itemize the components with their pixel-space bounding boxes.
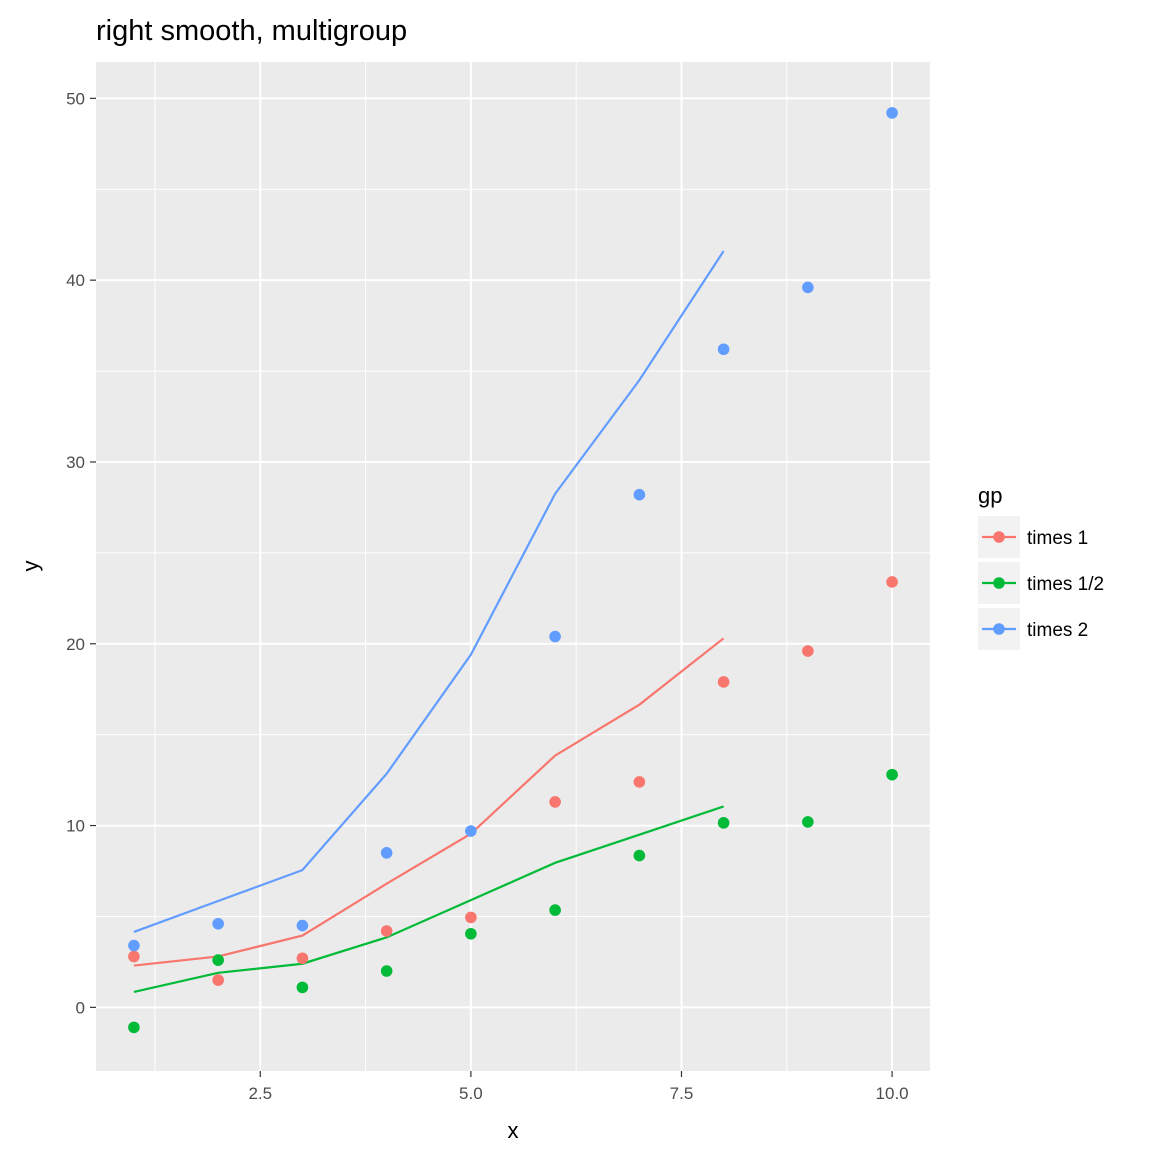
data-points bbox=[128, 107, 898, 1034]
data-point bbox=[128, 950, 140, 963]
chart-title: right smooth, multigroup bbox=[96, 15, 407, 47]
y-axis-title: y bbox=[18, 561, 43, 572]
data-point bbox=[465, 927, 477, 940]
grid-minor bbox=[96, 62, 930, 1071]
data-point bbox=[128, 939, 140, 952]
data-point bbox=[128, 1021, 140, 1034]
data-point bbox=[465, 911, 477, 924]
data-point bbox=[549, 630, 561, 643]
legend-label: times 1 bbox=[1027, 528, 1088, 549]
data-point bbox=[886, 107, 898, 119]
smooth-line bbox=[133, 805, 724, 993]
data-point bbox=[380, 847, 393, 859]
smooth-line bbox=[133, 250, 725, 933]
data-point bbox=[549, 904, 561, 916]
data-point bbox=[296, 919, 309, 932]
legend-key-point bbox=[993, 531, 1005, 543]
legend-title: gp bbox=[978, 483, 1002, 508]
data-point bbox=[380, 965, 393, 977]
plot-panel bbox=[96, 62, 930, 1071]
y-tick-label: 40 bbox=[66, 271, 85, 290]
data-point bbox=[886, 768, 898, 781]
data-point bbox=[212, 917, 224, 930]
data-point bbox=[465, 825, 477, 837]
x-tick-label: 7.5 bbox=[670, 1084, 694, 1103]
data-point bbox=[549, 796, 561, 808]
y-tick-label: 30 bbox=[66, 453, 85, 472]
data-point bbox=[717, 343, 730, 356]
data-point bbox=[633, 776, 646, 788]
x-tick-label: 5.0 bbox=[459, 1084, 483, 1103]
legend-key-point bbox=[993, 577, 1005, 589]
data-point bbox=[802, 645, 814, 657]
y-axis: 0 10 20 30 40 50 bbox=[66, 89, 96, 1017]
y-tick-label: 20 bbox=[66, 635, 85, 654]
y-tick-label: 50 bbox=[66, 89, 85, 108]
data-point bbox=[212, 954, 224, 966]
data-point bbox=[633, 849, 646, 862]
legend-key-point bbox=[993, 623, 1005, 635]
y-tick-label: 10 bbox=[66, 817, 85, 836]
data-point bbox=[212, 974, 224, 986]
data-point bbox=[633, 488, 646, 501]
data-point bbox=[296, 981, 309, 994]
x-axis: 2.5 5.0 7.5 10.0 bbox=[248, 1071, 909, 1103]
data-point bbox=[717, 676, 730, 688]
smooth-line bbox=[133, 637, 725, 967]
data-point bbox=[717, 817, 730, 829]
x-tick-label: 2.5 bbox=[248, 1084, 272, 1103]
grid-major bbox=[96, 62, 930, 1071]
y-tick-label: 0 bbox=[76, 998, 85, 1017]
data-point bbox=[296, 952, 309, 965]
x-tick-label: 10.0 bbox=[876, 1084, 909, 1103]
legend-label: times 2 bbox=[1027, 620, 1088, 641]
legend: gp times 1 times 1/2 times 2 bbox=[978, 483, 1104, 650]
data-point bbox=[802, 816, 814, 828]
data-point bbox=[380, 925, 393, 937]
data-point bbox=[802, 281, 814, 294]
smooth-lines bbox=[133, 250, 725, 993]
legend-label: times 1/2 bbox=[1027, 574, 1104, 595]
data-point bbox=[886, 576, 898, 588]
x-axis-title: x bbox=[508, 1118, 519, 1143]
